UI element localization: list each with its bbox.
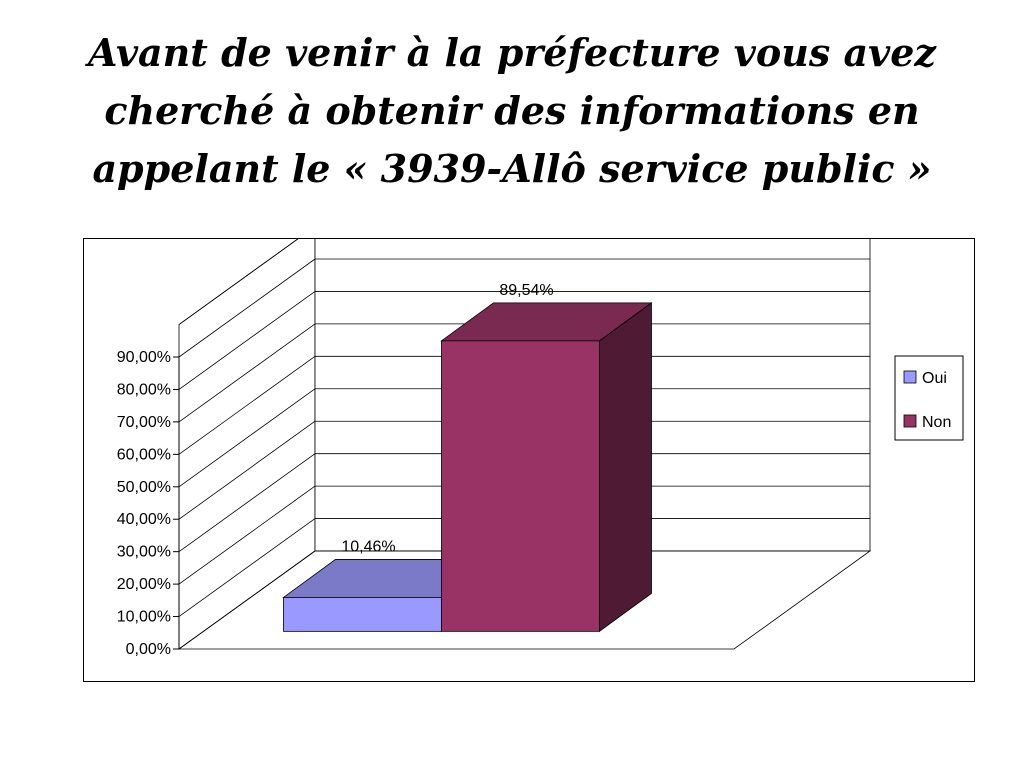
gridline-side xyxy=(178,239,299,325)
y-tick-label: 10,00% xyxy=(117,609,171,626)
gridline-side xyxy=(178,356,316,455)
y-tick-label: 80,00% xyxy=(117,381,171,398)
chart-bars: 10,46% 89,54% xyxy=(282,282,653,633)
legend-box xyxy=(894,355,964,441)
bar-front xyxy=(283,597,442,632)
gridline-side xyxy=(178,291,316,390)
gridline-side xyxy=(178,485,316,585)
gridline-side xyxy=(178,550,316,650)
gridline-side xyxy=(178,323,316,423)
legend-label-oui: Oui xyxy=(922,370,947,387)
gridline-side xyxy=(178,420,316,520)
y-tick-label: 90,00% xyxy=(117,349,171,366)
data-label-oui: 10,46% xyxy=(341,538,395,555)
y-tick-label: 40,00% xyxy=(117,511,171,528)
legend-label-non: Non xyxy=(922,414,951,431)
bar-front xyxy=(441,340,600,632)
gridline-side xyxy=(178,453,316,552)
chart-frame: 0,00% 10,00% 20,00% 30,00% 40,00% 50,00% 60,00… xyxy=(83,238,975,682)
bar-non[interactable] xyxy=(440,302,653,633)
y-tick-label: 50,00% xyxy=(117,479,171,496)
legend-swatch-non xyxy=(903,414,917,428)
chart-legend: Oui Non xyxy=(894,355,964,441)
gridline-side xyxy=(178,518,316,617)
data-label-non: 89,54% xyxy=(499,282,553,299)
y-axis: 0,00% 10,00% 20,00% 30,00% 40,00% 50,00% 60,00… xyxy=(117,349,180,658)
chart-3d-column: 0,00% 10,00% 20,00% 30,00% 40,00% 50,00% 60,00… xyxy=(117,239,964,658)
legend-swatch-oui xyxy=(903,370,917,384)
y-tick-label: 0,00% xyxy=(126,641,171,658)
y-tick-label: 20,00% xyxy=(117,576,171,593)
gridline-side xyxy=(178,388,316,488)
slide-title: Avant de venir à la préfecture vous avez… xyxy=(88,30,936,191)
y-tick-label: 70,00% xyxy=(117,414,171,431)
y-tick-label: 60,00% xyxy=(117,446,171,463)
bar-side xyxy=(599,302,652,633)
y-tick-label: 30,00% xyxy=(117,544,171,561)
gridline-side xyxy=(178,258,316,358)
